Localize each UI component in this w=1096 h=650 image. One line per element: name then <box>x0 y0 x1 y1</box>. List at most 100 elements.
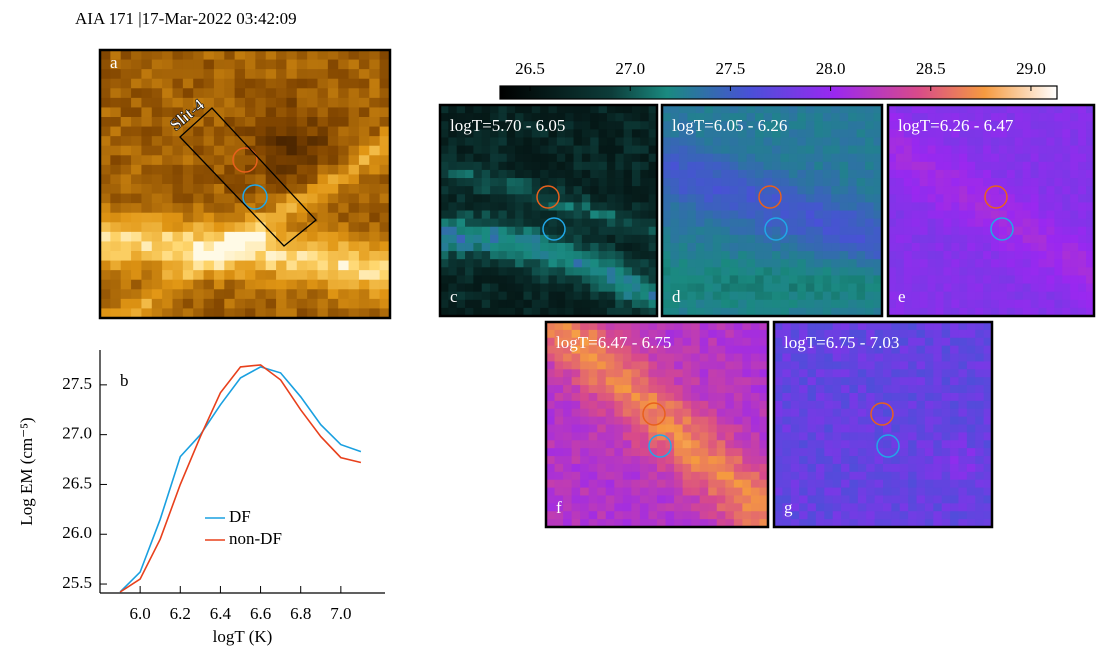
pixel <box>307 212 319 223</box>
pixel <box>639 448 650 457</box>
pixel <box>498 234 508 244</box>
pixel <box>849 519 859 528</box>
pixel <box>358 298 370 310</box>
pixel <box>546 456 556 465</box>
pixel <box>865 283 875 293</box>
pixel <box>515 105 525 114</box>
pixel <box>958 448 968 457</box>
pixel <box>848 145 858 155</box>
pixel <box>639 361 650 370</box>
pixel <box>523 178 533 187</box>
pixel <box>857 329 867 339</box>
pixel <box>224 270 236 281</box>
pixel <box>895 226 905 236</box>
pixel <box>234 222 246 233</box>
pixel <box>286 78 298 89</box>
pixel <box>1030 121 1040 130</box>
pixel <box>916 377 926 386</box>
pixel <box>822 234 832 244</box>
pixel <box>780 267 790 277</box>
pixel <box>1062 169 1071 179</box>
pixel <box>110 231 122 243</box>
pixel <box>797 169 807 179</box>
pixel <box>815 345 825 355</box>
pixel <box>699 337 709 347</box>
pixel <box>338 279 350 290</box>
pixel <box>141 308 153 319</box>
pixel <box>975 186 984 195</box>
pixel <box>815 463 825 473</box>
pixel <box>1086 226 1095 236</box>
pixel <box>927 259 937 268</box>
pixel <box>473 169 483 179</box>
pixel <box>193 107 205 118</box>
pixel <box>857 337 867 347</box>
pixel <box>473 291 483 301</box>
pixel <box>640 169 650 179</box>
pixel <box>991 186 1000 195</box>
pixel <box>573 153 583 163</box>
pixel <box>151 308 163 319</box>
pixel <box>110 289 122 300</box>
pixel <box>750 329 761 339</box>
pixel <box>1070 234 1079 244</box>
pixel <box>224 308 236 319</box>
pixel <box>622 329 632 339</box>
pixel <box>162 222 174 233</box>
pixel <box>648 487 658 497</box>
pixel <box>927 113 937 122</box>
pixel <box>895 202 905 212</box>
pixel <box>841 329 851 339</box>
pixel <box>695 161 705 171</box>
pixel <box>927 307 937 317</box>
pixel <box>1046 153 1055 163</box>
pixel <box>573 194 583 203</box>
pixel <box>1006 161 1016 171</box>
pixel <box>234 260 246 271</box>
pixel <box>1022 251 1032 260</box>
pixel <box>903 267 913 277</box>
pixel <box>967 121 976 130</box>
pixel <box>554 448 564 457</box>
pixel <box>631 385 641 394</box>
pixel <box>841 416 851 426</box>
panel-frame <box>98 48 392 320</box>
pixel <box>998 186 1008 195</box>
pixel <box>674 400 684 410</box>
pixel <box>738 105 748 114</box>
pixel <box>657 416 667 426</box>
pixel <box>554 361 564 370</box>
pixel <box>839 153 849 163</box>
pixel <box>916 424 926 433</box>
pixel <box>950 353 960 363</box>
pixel <box>565 226 575 236</box>
pixel <box>959 178 968 187</box>
pixel <box>631 186 641 195</box>
pixel <box>708 519 718 528</box>
pixel <box>162 78 174 89</box>
pixel <box>983 267 992 277</box>
pixel <box>605 424 615 433</box>
pixel <box>1070 137 1079 147</box>
pixel <box>203 164 215 176</box>
pixel <box>1022 226 1032 236</box>
pixel <box>729 307 739 317</box>
pixel <box>327 222 339 233</box>
pixel <box>750 400 761 410</box>
pixel <box>580 361 590 370</box>
pixel <box>883 503 892 512</box>
pixel <box>950 392 960 402</box>
pixel <box>265 231 277 243</box>
pixel <box>563 511 573 520</box>
pixel <box>891 369 901 378</box>
pixel <box>245 241 256 252</box>
pixel <box>790 416 800 426</box>
pixel <box>614 463 624 473</box>
pixel <box>141 193 153 204</box>
pixel <box>1086 234 1095 244</box>
pixel <box>571 511 581 520</box>
pixel <box>721 267 731 277</box>
pixel <box>712 129 722 139</box>
pixel <box>546 471 556 481</box>
pixel <box>935 178 945 187</box>
